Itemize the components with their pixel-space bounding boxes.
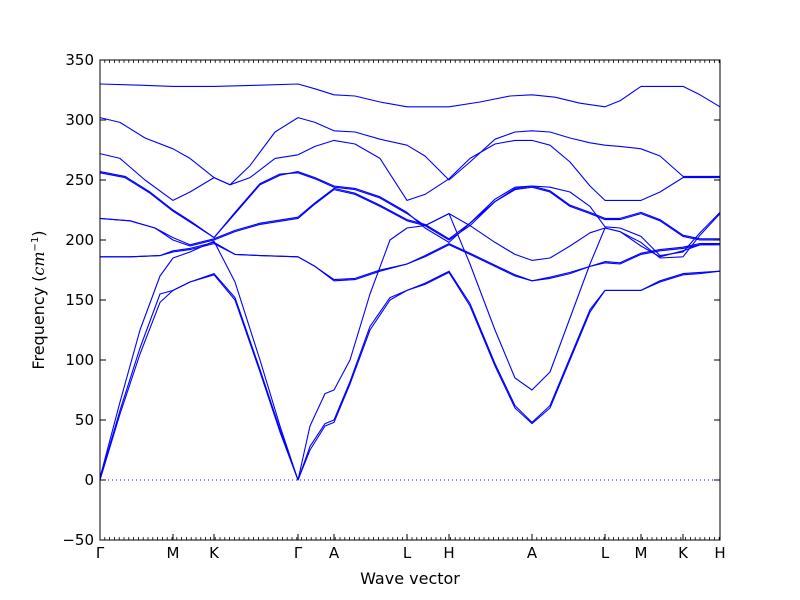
x-tick-label: A: [527, 544, 538, 562]
y-axis-label-text: Frequency (: [29, 276, 48, 370]
band-line-12: [99, 83, 721, 108]
y-axis: −50 0 50 100 150 200 250 300 350: [62, 51, 720, 549]
band-line-6: [99, 186, 720, 247]
y-tick-label: −50: [62, 531, 94, 549]
y-tick-label: 50: [75, 411, 94, 429]
y-axis-label-exponent: −1: [30, 237, 41, 252]
series-layer: [99, 83, 721, 481]
y-axis-label-unit: cm: [29, 251, 48, 275]
x-tick-label: Γ: [96, 544, 105, 562]
x-tick-label: L: [601, 544, 610, 562]
y-axis-label-close: ): [29, 230, 48, 236]
band-line-5: [100, 241, 720, 282]
x-tick-label: A: [329, 544, 340, 562]
y-tick-label: 350: [65, 51, 94, 69]
y-tick-label: 100: [65, 351, 94, 369]
y-axis-label: Frequency (cm−1): [29, 230, 48, 369]
y-tick-label: 300: [65, 111, 94, 129]
y-tick-label: 250: [65, 171, 94, 189]
x-tick-label: K: [209, 544, 220, 562]
x-tick-label: L: [403, 544, 412, 562]
x-tick-label: Γ: [294, 544, 303, 562]
band-line-9: [99, 172, 721, 261]
band-line-4: [100, 243, 720, 282]
x-tick-label: M: [167, 544, 180, 562]
band-line-7: [99, 185, 720, 246]
y-tick-label: 0: [84, 471, 94, 489]
y-tick-label: 200: [65, 231, 94, 249]
x-tick-label: H: [714, 544, 725, 562]
x-tick-label: K: [678, 544, 689, 562]
band-line-2: [99, 270, 721, 481]
band-line-11: [99, 117, 720, 186]
y-tick-label: 150: [65, 291, 94, 309]
x-tick-label: M: [635, 544, 648, 562]
x-axis-label: Wave vector: [360, 569, 460, 588]
x-tick-label: H: [443, 544, 454, 562]
